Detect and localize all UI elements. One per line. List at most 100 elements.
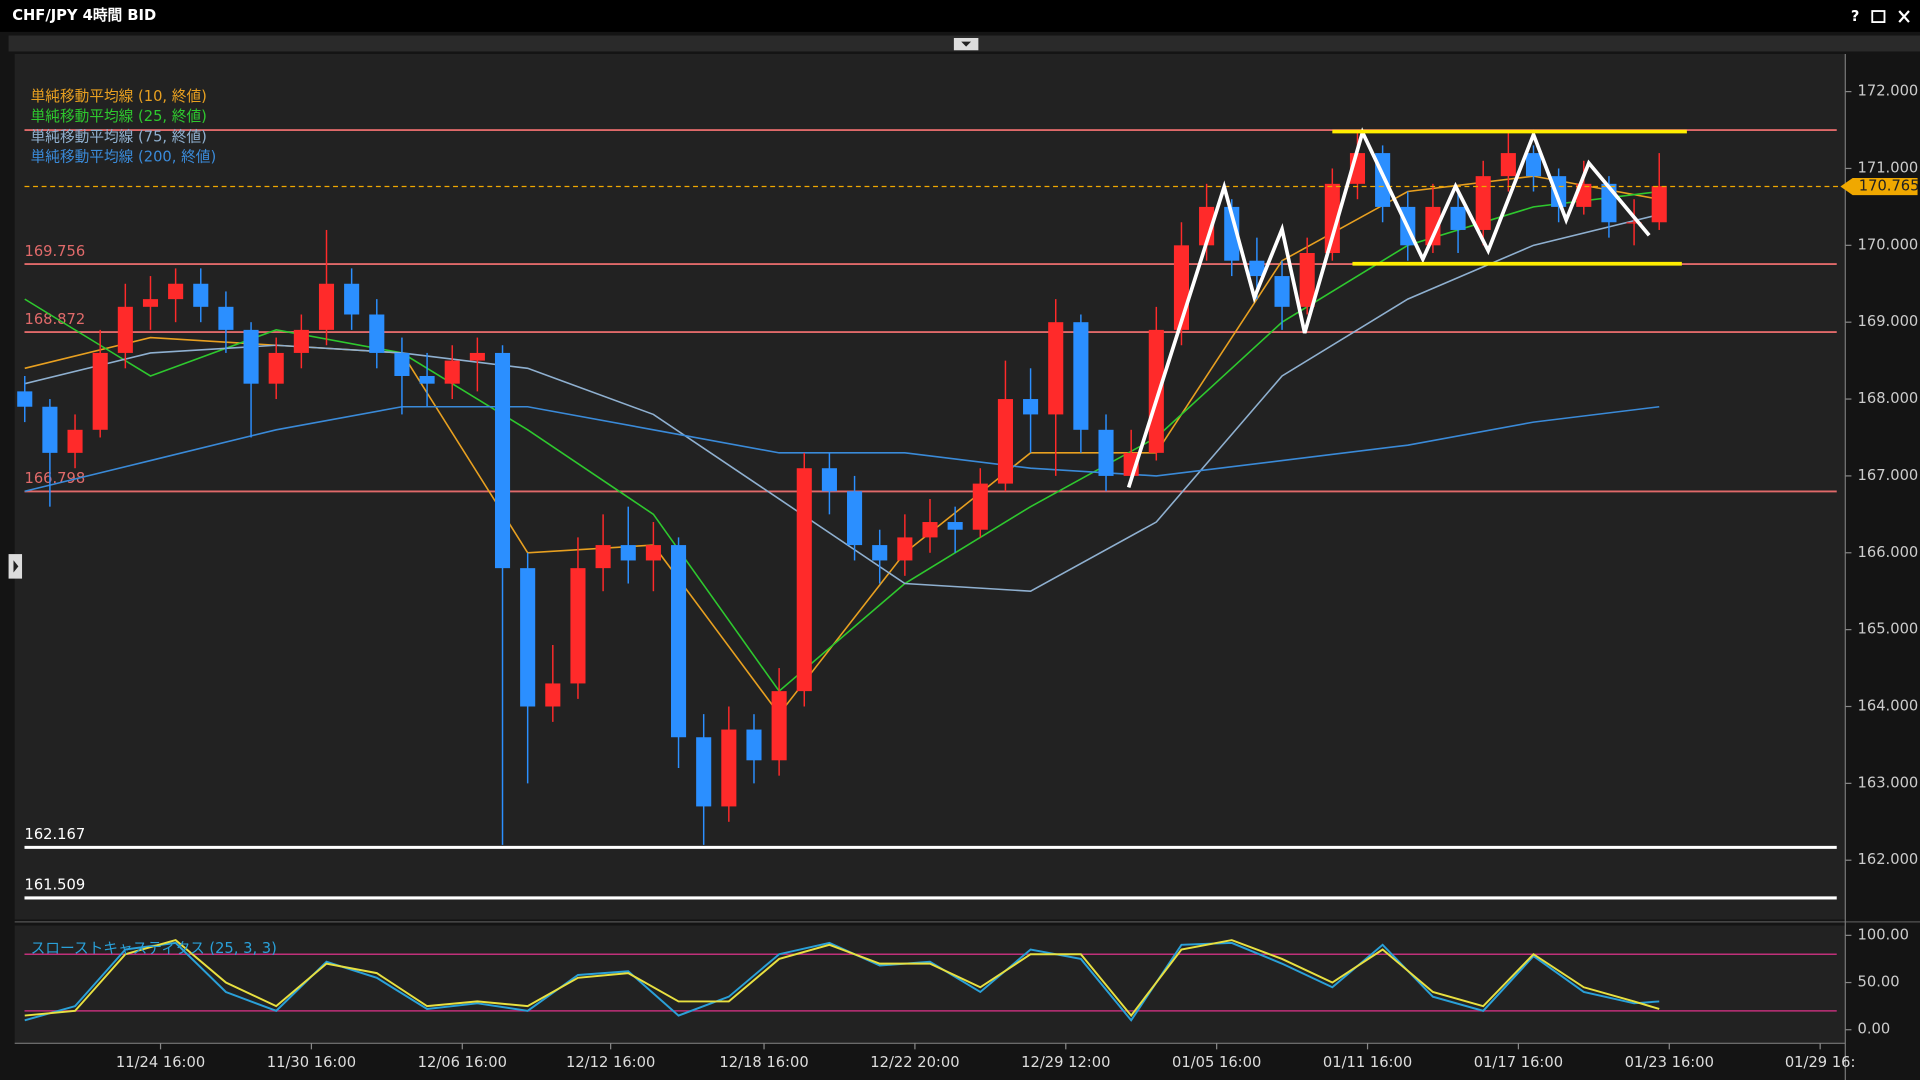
x-tick-label: 01/11 16:00 (1323, 1054, 1412, 1071)
window-title: CHF/JPY 4時間 BID (12, 6, 156, 24)
help-button[interactable]: ? (1851, 8, 1860, 25)
y-tick-label: 170.000 (1858, 236, 1919, 253)
candle-body (193, 283, 209, 307)
y-tick-label: 168.000 (1858, 390, 1919, 407)
candle-body (394, 352, 410, 376)
candle-body (1475, 176, 1491, 230)
price-level-label: 168.872 (24, 311, 85, 328)
price-level-label: 169.756 (24, 243, 85, 260)
stoch-line (24, 938, 1660, 1018)
candle-body (746, 729, 762, 761)
y-tick-label: 171.000 (1858, 159, 1919, 176)
candle-body (1048, 322, 1064, 415)
candle-body (444, 360, 460, 384)
legend-entry: 単純移動平均線 (10, 終値) (31, 88, 207, 105)
x-tick-label: 01/17 16:00 (1474, 1054, 1563, 1071)
candle-body (469, 352, 485, 361)
candle-body (897, 537, 913, 561)
candle-body (1324, 183, 1340, 254)
candle-body (92, 352, 108, 430)
legend-entry: 単純移動平均線 (25, 終値) (31, 108, 207, 125)
candle-body (1500, 153, 1516, 177)
candle-body (520, 568, 536, 707)
candle-body (947, 522, 963, 530)
y-tick-label: 162.000 (1858, 851, 1919, 868)
candle-body (1450, 206, 1466, 230)
candle-body (1148, 329, 1164, 453)
moving-average-line (24, 405, 1660, 493)
x-tick-label: 01/05 16:00 (1172, 1054, 1261, 1071)
candle-body (620, 545, 636, 561)
x-tick-label: 12/12 16:00 (566, 1054, 655, 1071)
last-price-tag (1840, 177, 1918, 196)
x-tick-label: 12/22 20:00 (870, 1054, 959, 1071)
chart-layer: 162.000 163.000 164.000 165.000 166.000 167.0… (17, 83, 1919, 1071)
y-tick-label: 169.000 (1858, 313, 1919, 330)
x-tick-label: 01/29 16: (1785, 1054, 1856, 1071)
candle-body (419, 375, 435, 384)
candle-body (796, 468, 812, 692)
range-zigzag (1126, 127, 1651, 489)
price-level-label: 166.798 (24, 470, 85, 487)
y-tick-label: 164.000 (1858, 697, 1919, 714)
candle-body (1551, 176, 1567, 207)
maximize-button[interactable] (1871, 10, 1886, 23)
title-bar (0, 0, 1920, 32)
candle-body (117, 306, 133, 353)
candle-body (997, 399, 1013, 484)
price-level-label: 162.167 (24, 826, 85, 843)
candle-body (872, 545, 888, 561)
y-tick-label: 50.00 (1858, 974, 1900, 991)
candle-body (821, 468, 837, 492)
candle-body (17, 391, 33, 407)
candle-body (696, 737, 712, 807)
y-tick-label: 167.000 (1858, 467, 1919, 484)
candle-body (721, 729, 737, 807)
x-tick-label: 12/29 12:00 (1021, 1054, 1110, 1071)
candle-body (268, 352, 284, 384)
x-tick-label: 11/30 16:00 (267, 1054, 356, 1071)
candle-body (218, 306, 234, 330)
candle-body (67, 429, 83, 453)
candle-body (1224, 206, 1240, 261)
candle-body (570, 568, 586, 684)
candle-body (1425, 206, 1441, 246)
y-tick-label: 163.000 (1858, 774, 1919, 791)
candle-body (1626, 222, 1642, 224)
stoch-title: スローストキャスティクス (25, 3, 3) (31, 940, 277, 957)
candle-body (1299, 253, 1315, 307)
legend-entry: 単純移動平均線 (75, 終値) (31, 128, 207, 145)
candle-body (1098, 429, 1114, 476)
x-tick-label: 12/18 16:00 (719, 1054, 808, 1071)
candle-body (318, 283, 335, 330)
candle-body (670, 545, 687, 738)
candle-body (1249, 260, 1265, 277)
candle-body (972, 483, 988, 530)
candle-body (142, 299, 159, 307)
candle-body (293, 329, 309, 353)
candle-body (243, 329, 259, 384)
y-tick-label: 0.00 (1858, 1021, 1891, 1038)
candle-body (1023, 399, 1039, 415)
candle-body (369, 314, 385, 353)
candle-body (545, 683, 561, 707)
candle-body (1073, 322, 1089, 430)
y-tick-label: 172.000 (1858, 83, 1919, 100)
candle-body (1525, 153, 1542, 177)
candle-body (1651, 186, 1667, 223)
stoch-plot-area (14, 925, 1846, 1042)
candle-body (494, 352, 511, 569)
close-button[interactable] (1898, 10, 1910, 23)
candle-body (1274, 276, 1290, 307)
candle-body (344, 283, 360, 315)
candle-body (595, 545, 611, 569)
side-tab-arrow (13, 560, 19, 573)
price-level-label: 161.509 (24, 877, 85, 894)
candle-body (847, 491, 863, 546)
x-tick-label: 11/24 16:00 (116, 1054, 205, 1071)
x-tick-label: 01/23 16:00 (1625, 1054, 1714, 1071)
y-tick-label: 100.00 (1858, 926, 1909, 943)
